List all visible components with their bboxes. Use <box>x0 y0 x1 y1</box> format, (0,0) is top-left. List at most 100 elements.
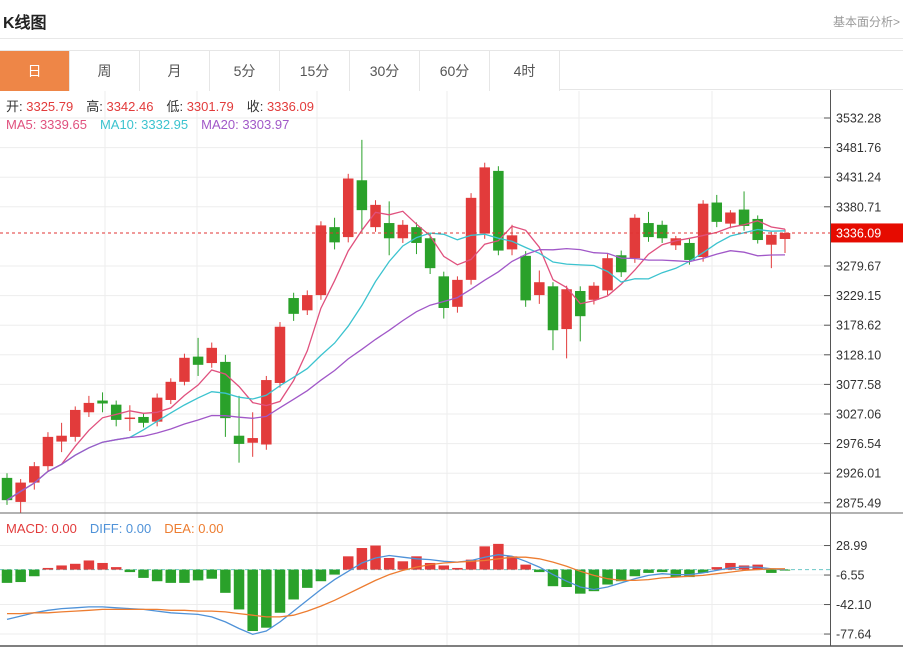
macd-hist-bar <box>42 567 54 570</box>
candle-body <box>302 295 313 311</box>
page-header: K线图 基本面分析> <box>0 0 903 39</box>
candle-body <box>179 357 190 382</box>
candle-body <box>711 202 723 222</box>
tab-period-1[interactable]: 周 <box>70 51 140 91</box>
candle-body <box>670 238 682 246</box>
macd-hist-bar <box>711 567 723 570</box>
candle-body <box>588 285 600 300</box>
price-tick-label: 3178.62 <box>836 319 881 333</box>
candle-body <box>15 482 26 502</box>
gridlines-layer <box>0 91 830 646</box>
candle-body <box>356 180 368 211</box>
macd-hist-bar <box>192 569 204 581</box>
macd-tick-label: 28.99 <box>836 539 867 553</box>
macd-hist-bar <box>411 556 422 570</box>
candle-body <box>315 225 327 296</box>
macd-hist-bar <box>206 569 217 579</box>
macd-hist-bar <box>561 569 572 588</box>
macd-hist-bar <box>725 562 736 570</box>
price-tick-label: 3077.58 <box>836 378 881 392</box>
candle-body <box>370 204 381 228</box>
candle-body <box>69 409 81 437</box>
macd-hist-bar <box>110 567 122 570</box>
macd-hist-bar <box>465 559 477 570</box>
candle-body <box>738 209 750 226</box>
macd-tick-label: -6.55 <box>836 569 865 583</box>
ma20-line <box>6 247 786 501</box>
candle-body <box>233 435 245 444</box>
price-tick-label: 2926.01 <box>836 467 881 481</box>
fundamental-analysis-link[interactable]: 基本面分析> <box>832 15 900 29</box>
candles-layer <box>1 139 791 514</box>
candle-body <box>274 326 286 383</box>
candle-body <box>329 227 340 243</box>
macd-hist-bar <box>547 569 559 587</box>
candle-body <box>629 217 641 259</box>
candle-body <box>151 397 163 422</box>
ma5-line <box>6 210 786 501</box>
candle-body <box>493 170 504 251</box>
candle-body <box>465 197 477 280</box>
macd-hist-bar <box>151 569 163 582</box>
candle-body <box>83 402 95 413</box>
macd-hist-bar <box>83 560 95 570</box>
candle-body <box>534 282 545 296</box>
macd-hist-bar <box>138 569 149 578</box>
candle-body <box>602 258 613 291</box>
macd-hist-bar <box>288 569 299 600</box>
tab-period-7[interactable]: 4时 <box>490 51 560 91</box>
candle-body <box>684 242 695 260</box>
macd-hist-bar <box>779 569 791 571</box>
macd-hist-bar <box>424 562 436 570</box>
macd-hist-bar <box>506 556 518 570</box>
macd-hist-bar <box>15 569 26 583</box>
candle-body <box>479 167 490 234</box>
ma-lines-layer <box>6 210 786 501</box>
macd-hist-bar <box>165 569 177 583</box>
candle-body <box>725 212 736 224</box>
macd-hist-bar <box>438 565 450 570</box>
candle-body <box>766 234 777 245</box>
macd-hist-bar <box>329 569 340 575</box>
price-tick-label: 3481.76 <box>836 141 881 155</box>
candle-body <box>397 224 409 239</box>
macd-hist-bar <box>124 569 136 573</box>
macd-hist-bar <box>315 569 327 582</box>
price-tick-label: 3027.06 <box>836 407 881 421</box>
price-tick-label: 3279.67 <box>836 259 881 273</box>
tab-period-5[interactable]: 30分 <box>350 51 420 91</box>
candle-body <box>247 438 258 443</box>
macd-hist-bar <box>69 563 81 570</box>
macd-hist-bar <box>274 569 286 613</box>
tab-period-3[interactable]: 5分 <box>210 51 280 91</box>
macd-hist-bar <box>697 569 709 573</box>
candle-body <box>615 255 627 273</box>
candle-body <box>261 380 272 445</box>
price-tick-label: 3380.71 <box>836 200 881 214</box>
macd-hist-bar <box>302 569 313 588</box>
tab-period-6[interactable]: 60分 <box>420 51 490 91</box>
candle-body <box>383 223 395 239</box>
tab-period-4[interactable]: 15分 <box>280 51 350 91</box>
macd-hist-bar <box>261 569 272 628</box>
macd-hist-bar <box>766 569 777 573</box>
tab-period-2[interactable]: 月 <box>140 51 210 91</box>
candle-body <box>138 416 149 423</box>
macd-hist-bar <box>397 561 409 570</box>
macd-hist-bar <box>1 569 13 583</box>
macd-hist-bar <box>588 569 600 592</box>
macd-hist-bar <box>452 567 463 570</box>
macd-hist-bar <box>220 569 231 593</box>
tab-period-0[interactable]: 日 <box>0 51 70 91</box>
macd-hist-bar <box>520 564 531 570</box>
macd-hist-bar <box>684 569 695 578</box>
price-tick-label: 3229.15 <box>836 289 881 303</box>
candle-body <box>779 232 791 239</box>
candle-body <box>561 289 572 330</box>
macd-hist-bar <box>29 569 40 577</box>
macd-hist-bar <box>356 548 368 570</box>
macd-hist-bar <box>656 569 668 573</box>
